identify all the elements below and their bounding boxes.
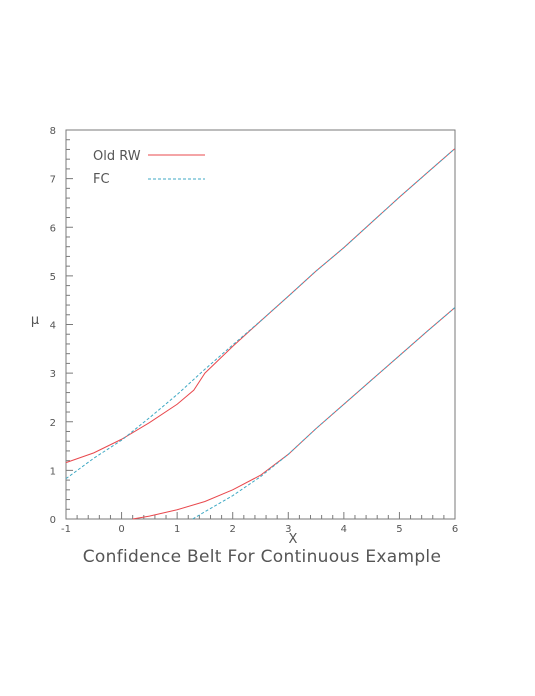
axis-ticks: -1 0 1 2 3 4 5 6 0 1 2 3 4 5 6 7 8: [50, 126, 459, 535]
y-tick-label: 0: [50, 515, 56, 526]
y-tick-label: 4: [50, 321, 56, 332]
x-tick-label: 3: [285, 524, 291, 535]
y-axis-title: μ: [31, 313, 39, 328]
series-old-rw-lower-line: [132, 307, 456, 520]
y-tick-label: 5: [50, 272, 56, 283]
series-layer: [65, 148, 456, 520]
series-old-rw-upper-line: [65, 148, 456, 464]
legend-label-fc: FC: [93, 172, 110, 187]
x-tick-label: 4: [341, 524, 347, 535]
chart-title: Confidence Belt For Continuous Example: [83, 547, 441, 567]
x-tick-label: 2: [230, 524, 236, 535]
series-fc-lower-line: [192, 307, 456, 520]
x-tick-label: 0: [118, 524, 124, 535]
y-tick-label: 2: [50, 418, 56, 429]
y-tick-label: 7: [50, 175, 56, 186]
y-tick-label: 6: [50, 223, 56, 234]
y-tick-label: 1: [50, 466, 56, 477]
x-tick-label: 6: [452, 524, 458, 535]
x-tick-label: 5: [396, 524, 402, 535]
y-tick-label: 8: [50, 126, 56, 137]
x-tick-label: -1: [61, 524, 71, 535]
y-tick-label: 3: [50, 369, 56, 380]
series-fc-upper-line: [65, 148, 456, 480]
x-tick-label: 1: [174, 524, 180, 535]
x-axis-title: X: [289, 532, 298, 547]
plot-frame: [65, 129, 456, 520]
legend: Old RW FC: [93, 149, 205, 187]
legend-label-old-rw: Old RW: [93, 149, 141, 164]
